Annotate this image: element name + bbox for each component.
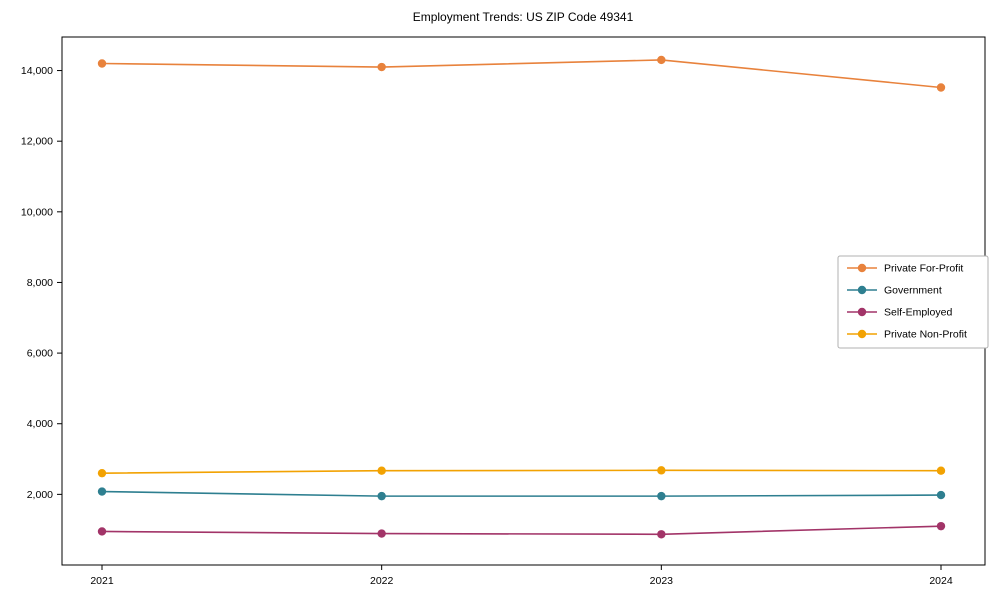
y-tick-label: 10,000: [21, 206, 53, 218]
y-tick-label: 4,000: [27, 418, 53, 430]
data-point: [377, 491, 386, 501]
x-tick-label: 2024: [929, 575, 953, 587]
chart-title: Employment Trends: US ZIP Code 49341: [413, 10, 634, 24]
data-point: [936, 83, 946, 92]
legend-box: [837, 255, 989, 349]
legend-label: Private Non-Profit: [884, 329, 967, 341]
data-point: [97, 487, 107, 496]
data-point: [97, 468, 107, 478]
data-point: [936, 466, 946, 475]
legend-marker: [857, 263, 867, 273]
chart-legend: Private For-Profit Government Self-Employe…: [837, 255, 989, 349]
data-point: [377, 62, 386, 72]
x-tick-label: 2021: [90, 575, 114, 587]
data-point: [377, 466, 386, 475]
y-tick-label: 6,000: [27, 348, 53, 360]
data-point: [97, 527, 107, 536]
legend-label: Self-Employed: [884, 307, 952, 319]
legend-marker: [857, 307, 867, 317]
data-point: [97, 59, 107, 68]
y-tick-label: 8,000: [27, 277, 53, 289]
data-point: [657, 466, 666, 475]
legend-label: Private For-Profit: [884, 263, 963, 275]
data-point: [377, 529, 386, 538]
data-point: [657, 530, 666, 539]
y-tick-label: 12,000: [21, 136, 53, 148]
series-line-private-for-profit: [101, 59, 942, 89]
data-point: [936, 521, 946, 531]
x-tick-label: 2022: [370, 575, 394, 587]
legend-marker: [857, 329, 867, 339]
series-line-government: [101, 490, 942, 497]
series-line-self-employed: [101, 525, 942, 536]
data-point: [936, 490, 946, 500]
y-tick-label: 14,000: [21, 65, 53, 77]
legend-marker: [857, 285, 867, 295]
x-tick-label: 2023: [650, 575, 674, 587]
data-point: [657, 55, 666, 65]
legend-label: Government: [884, 285, 942, 297]
data-point: [657, 491, 666, 501]
y-tick-label: 2,000: [27, 489, 53, 501]
plot-area: 2,000 4,000 6,000 8,000 10,000 12,000 14,000 20…: [21, 36, 986, 587]
series-line-private-non-profit: [101, 469, 942, 474]
